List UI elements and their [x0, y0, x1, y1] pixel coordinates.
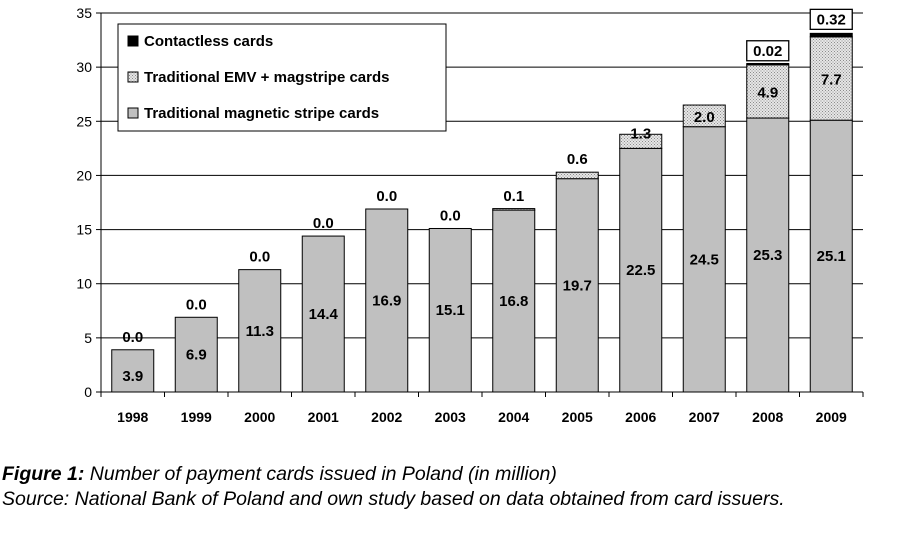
legend-box	[117, 23, 447, 132]
legend-swatch	[127, 107, 139, 119]
x-tick-label: 2007	[689, 409, 720, 425]
legend: Contactless cards Traditional EMV + magst…	[117, 23, 447, 132]
bar-segment	[555, 178, 599, 393]
y-tick-label: 25	[76, 113, 92, 129]
value-label-magstripe: 25.3	[753, 247, 782, 264]
legend-swatch	[127, 35, 139, 47]
data-labels: 3.9 0.0 6.9 0.0 11.3 0.0 14.4 0.0 16.9 0.0 15.1 0.0…	[122, 8, 853, 385]
value-label-magstripe: 6.9	[186, 347, 207, 364]
value-label-emv: 0.0	[376, 188, 397, 205]
y-tick-label: 35	[76, 5, 92, 21]
y-tick-label: 15	[76, 222, 92, 238]
bar-segment	[301, 235, 345, 393]
bar-group-2003	[428, 227, 472, 393]
figure-caption: Figure 1: Number of payment cards issued…	[2, 462, 918, 512]
contactless-label-box	[746, 40, 790, 62]
x-tick-label: 2009	[816, 409, 847, 425]
bar-segment	[555, 171, 599, 180]
x-tick-label: 2006	[625, 409, 656, 425]
stacked-bar-chart: 0 5 10 15 20 25 30 35 1998 1999 2000 2001 2002 2003 20…	[76, 5, 864, 425]
legend-entry: Traditional magnetic stripe cards	[144, 105, 379, 122]
bar-segment	[746, 64, 790, 119]
figure-label: Figure 1:	[2, 463, 85, 485]
bar-group-1998	[111, 349, 155, 393]
bar-segment	[809, 32, 853, 38]
bar-group-1999	[174, 316, 218, 393]
bar-group-2009	[809, 32, 853, 393]
value-label-magstripe: 3.9	[122, 368, 143, 385]
x-tick-label: 2001	[308, 409, 339, 425]
value-label-magstripe: 25.1	[817, 248, 846, 265]
value-label-magstripe: 15.1	[436, 302, 465, 319]
value-label-magstripe: 16.9	[372, 292, 401, 309]
bar-group-2002	[365, 208, 409, 393]
value-label-emv: 0.0	[186, 296, 207, 313]
y-tick-label: 20	[76, 167, 92, 183]
value-label-emv: 1.3	[630, 125, 651, 142]
x-tick-label: 2002	[371, 409, 402, 425]
y-tick-label: 0	[84, 384, 92, 400]
x-tick-label: 2004	[498, 409, 529, 425]
value-label-contactless: 0.02	[753, 43, 782, 60]
value-label-magstripe: 19.7	[563, 277, 592, 294]
contactless-label-box	[809, 8, 853, 31]
source-note: Source: National Bank of Poland and own …	[2, 488, 785, 510]
x-tick-label: 2008	[752, 409, 783, 425]
bar-segment	[365, 208, 409, 393]
value-label-contactless: 0.32	[817, 11, 846, 28]
bar-segment	[746, 62, 790, 66]
value-label-magstripe: 22.5	[626, 262, 655, 279]
value-label-emv: 7.7	[821, 72, 842, 89]
bar-segment	[238, 269, 282, 393]
bar-group-2006	[619, 133, 663, 393]
bar-group-2001	[301, 235, 345, 393]
bar-segment	[746, 117, 790, 393]
bar-segment	[682, 104, 726, 128]
value-label-emv: 4.9	[757, 85, 778, 102]
x-tick-label: 2005	[562, 409, 593, 425]
value-label-emv: 0.6	[567, 151, 588, 168]
value-label-magstripe: 11.3	[246, 323, 274, 340]
value-label-magstripe: 14.4	[309, 306, 339, 323]
x-tick-label: 1999	[181, 409, 212, 425]
value-label-emv: 0.0	[122, 329, 143, 346]
bar-segment	[809, 36, 853, 121]
legend-entry: Contactless cards	[144, 33, 273, 50]
legend-entry: Traditional EMV + magstripe cards	[144, 69, 390, 86]
bar-group-2000	[238, 269, 282, 393]
x-tick-label: 2000	[244, 409, 275, 425]
value-label-emv: 0.0	[249, 249, 270, 266]
x-tick-label: 2003	[435, 409, 466, 425]
bar-segment	[428, 227, 472, 393]
figure-text: Number of payment cards issued in Poland…	[89, 463, 557, 485]
value-label-magstripe: 24.5	[690, 251, 719, 268]
bar-segment	[492, 209, 536, 393]
y-tick-label: 10	[76, 276, 92, 292]
y-tick-label: 30	[76, 59, 92, 75]
bar-segment	[619, 133, 663, 149]
y-tick-label: 5	[84, 330, 92, 346]
axes: 0 5 10 15 20 25 30 35 1998 1999 2000 2001 2002 2003 20…	[76, 5, 864, 425]
legend-swatch	[127, 71, 139, 83]
x-tick-label: 1998	[117, 409, 148, 425]
bars	[111, 32, 853, 393]
bar-segment	[111, 349, 155, 393]
bar-group-2008	[746, 62, 790, 393]
bar-segment	[809, 119, 853, 393]
value-label-emv: 0.1	[503, 188, 524, 205]
value-label-magstripe: 16.8	[499, 293, 528, 310]
bar-group-2004	[492, 208, 536, 393]
figure-title-line: Figure 1: Number of payment cards issued…	[2, 462, 918, 487]
value-label-emv: 0.0	[313, 215, 334, 232]
bar-segment	[682, 126, 726, 393]
value-label-emv: 0.0	[440, 207, 461, 224]
bar-group-2007	[682, 104, 726, 393]
bar-group-2005	[555, 171, 599, 393]
bar-segment	[492, 208, 536, 211]
bar-segment	[174, 316, 218, 393]
bar-segment	[619, 147, 663, 393]
value-label-emv: 2.0	[694, 109, 715, 126]
